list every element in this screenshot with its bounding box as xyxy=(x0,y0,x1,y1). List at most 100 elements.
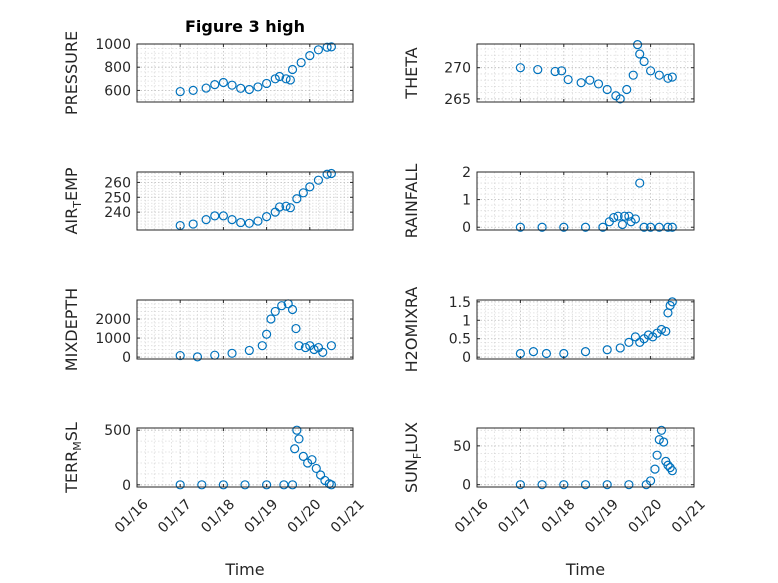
data-point xyxy=(663,222,673,232)
x-tick-label: 01/20 xyxy=(285,496,325,536)
data-point xyxy=(656,425,667,435)
y-axis-label: SUNFLUX xyxy=(402,422,424,493)
axes-frame xyxy=(136,43,354,103)
data-point xyxy=(624,480,634,490)
data-point xyxy=(298,188,308,198)
data-point xyxy=(257,341,267,351)
data-point xyxy=(656,324,667,335)
axes-frame xyxy=(136,171,354,231)
y-axis-label: MIXDEPTH xyxy=(62,288,81,371)
data-point xyxy=(287,304,298,315)
data-point xyxy=(292,194,302,204)
data-point xyxy=(533,64,543,75)
data-point xyxy=(559,222,569,232)
subplot-h2omixra: 0 0.5 1 1.5 H2OMIXRA xyxy=(402,287,695,372)
data-point xyxy=(287,480,298,490)
y-tick-label: 0 xyxy=(462,478,471,494)
data-point xyxy=(645,66,656,76)
y-tick-label: 0 xyxy=(462,350,471,366)
data-point xyxy=(281,201,291,211)
y-tick-label: 2000 xyxy=(95,312,131,328)
x-axis-label: Time xyxy=(565,560,605,579)
y-axis-label: TERRMSL xyxy=(62,422,84,494)
data-point xyxy=(645,222,656,232)
y-tick-label: 600 xyxy=(104,83,131,99)
data-point xyxy=(270,74,280,84)
data-point xyxy=(290,444,300,454)
data-point xyxy=(617,219,627,230)
subplot-theta: 265 270 THETA xyxy=(402,40,695,108)
axes-frame xyxy=(136,427,354,488)
data-point xyxy=(602,345,612,355)
data-point xyxy=(639,56,649,67)
data-point xyxy=(635,178,645,188)
data-point xyxy=(201,83,211,93)
y-tick-label: 1.5 xyxy=(449,295,471,311)
data-point xyxy=(227,214,237,225)
y-tick-label: 0.5 xyxy=(449,332,471,348)
y-tick-label: 1000 xyxy=(95,37,131,53)
data-point xyxy=(244,218,254,228)
data-point xyxy=(274,71,285,82)
y-axis-label: AIRTEMP xyxy=(62,167,84,234)
data-point xyxy=(227,80,237,90)
data-point xyxy=(274,202,285,212)
data-point xyxy=(197,480,207,490)
x-tick-label: 01/16 xyxy=(112,496,152,536)
data-point xyxy=(188,219,198,229)
data-point xyxy=(643,330,654,340)
data-point xyxy=(266,314,276,324)
data-point xyxy=(632,40,643,50)
y-axis-label: RAINFALL xyxy=(402,164,421,239)
data-point xyxy=(322,169,332,179)
data-point xyxy=(270,306,280,317)
data-point xyxy=(175,86,185,97)
y-tick-label: 250 xyxy=(104,190,131,206)
data-point xyxy=(188,85,198,96)
y-axis-label: THETA xyxy=(402,47,421,99)
data-point xyxy=(262,78,272,89)
data-point xyxy=(277,301,287,311)
data-point xyxy=(563,74,573,85)
data-point xyxy=(667,222,677,232)
data-point xyxy=(236,217,246,228)
x-axis-label: Time xyxy=(224,560,264,579)
data-point xyxy=(218,480,228,490)
data-point xyxy=(307,455,317,465)
data-point xyxy=(661,326,671,336)
y-tick-label: 800 xyxy=(104,60,131,76)
data-point xyxy=(326,480,336,490)
data-point xyxy=(218,77,228,88)
data-point xyxy=(559,480,569,490)
data-point xyxy=(515,480,526,490)
data-point xyxy=(550,66,560,77)
x-tick-label: 01/17 xyxy=(155,496,195,536)
data-point xyxy=(262,329,272,339)
plot-area xyxy=(137,428,353,487)
data-point xyxy=(652,450,662,460)
y-tick-label: 1000 xyxy=(95,331,131,347)
data-point xyxy=(192,352,203,362)
data-point xyxy=(630,214,641,224)
data-point xyxy=(619,211,630,221)
plot-area xyxy=(137,172,353,230)
subplot-sun-flux: 0 50 01/16 01/17 01/18 01/19 01/20 01/21 SUNFLUX… xyxy=(402,422,709,579)
data-point xyxy=(576,78,586,88)
data-point xyxy=(285,203,295,213)
data-point xyxy=(622,84,632,95)
data-point xyxy=(326,42,336,52)
x-tick-label: 01/20 xyxy=(625,496,665,536)
y-tick-label: 1 xyxy=(462,193,471,209)
data-point xyxy=(210,79,220,90)
plot-area xyxy=(477,44,694,102)
data-point xyxy=(285,75,295,85)
plot-area xyxy=(477,172,694,230)
subplot-terr-msl: 0 500 01/16 01/17 01/18 01/19 01/20 01/21 TERRMS… xyxy=(62,422,368,579)
data-point xyxy=(244,345,254,356)
data-point xyxy=(294,434,304,444)
data-point xyxy=(515,63,526,73)
y-tick-label: 260 xyxy=(104,175,131,191)
y-tick-label: 50 xyxy=(453,439,471,455)
data-point xyxy=(210,211,220,221)
